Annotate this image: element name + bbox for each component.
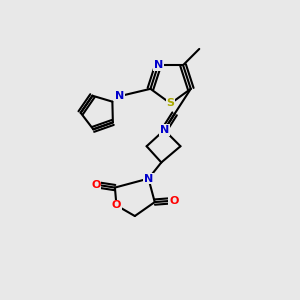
Text: N: N — [154, 60, 163, 70]
Text: S: S — [167, 98, 175, 109]
Text: N: N — [144, 174, 153, 184]
Text: O: O — [160, 125, 169, 135]
Text: O: O — [91, 180, 101, 190]
Text: N: N — [160, 125, 169, 135]
Text: N: N — [115, 91, 124, 101]
Text: O: O — [169, 196, 178, 206]
Text: O: O — [112, 200, 121, 210]
